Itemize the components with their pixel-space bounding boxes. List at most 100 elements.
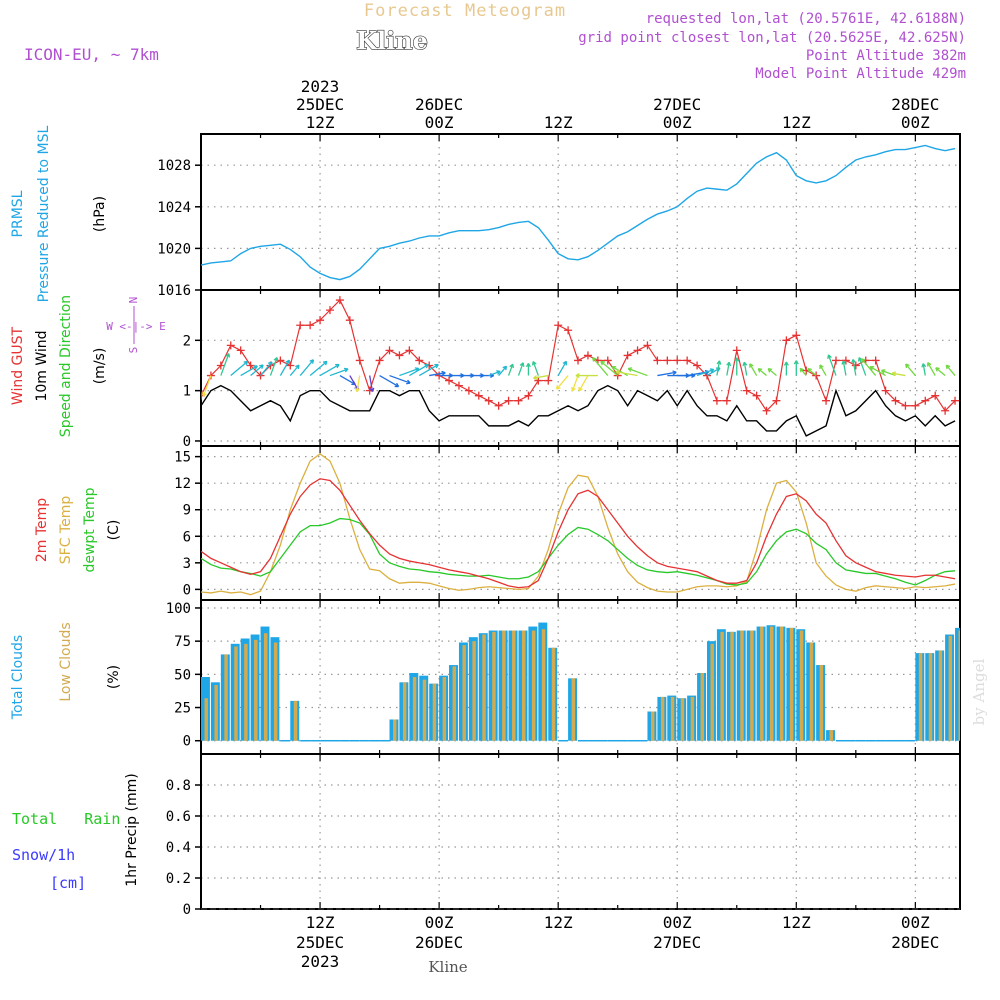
precip-labels: Total Rain Snow/1h [cm] 1hr Precip (mm)	[12, 773, 140, 892]
wind-arrow	[488, 370, 501, 377]
gust-marker	[851, 361, 860, 370]
wind-arrow	[269, 357, 279, 376]
wind-arrow	[355, 375, 361, 393]
y-tick-label: 100	[166, 601, 191, 617]
y-tick-label: 2	[183, 333, 191, 349]
top-axis-hour: 00Z	[425, 113, 454, 132]
wind-panel: 0 1 2	[183, 289, 961, 450]
low-cloud-bar	[531, 630, 536, 741]
y-tick-label: 0	[183, 734, 191, 750]
gust-marker	[663, 356, 672, 365]
gust-marker	[484, 396, 493, 405]
wind-arrow	[533, 374, 549, 381]
wind-arrow	[556, 375, 569, 390]
gust-marker	[296, 321, 305, 330]
snow-label: Snow/1h	[12, 846, 75, 864]
low-cloud-bar	[799, 630, 804, 741]
total-rain-label: Total Rain	[12, 810, 120, 828]
gust-marker	[683, 356, 692, 365]
gust-marker	[772, 396, 781, 405]
wind-arrow	[615, 369, 638, 377]
low-cloud-bar	[918, 653, 923, 741]
temp-2m-label: 2m Temp	[34, 498, 50, 562]
gust-marker	[871, 356, 880, 365]
low-cloud-bar	[700, 673, 705, 741]
gust-marker	[445, 376, 454, 385]
temp-dewpt-label: dewpt Temp	[82, 487, 98, 572]
wind-arrow	[841, 360, 847, 376]
gust-marker	[216, 361, 225, 370]
gust-marker	[792, 331, 801, 340]
wind-arrow	[742, 361, 748, 376]
top-axis-date: 25DEC	[296, 95, 344, 114]
wind-arrow	[202, 375, 212, 397]
model-label: ICON-EU, ~ 7km	[24, 45, 159, 64]
bottom-axis-date: 25DEC	[296, 933, 344, 952]
low-cloud-bar	[452, 666, 456, 741]
wind-arrow	[757, 367, 767, 377]
bottom-axis-hour: 00Z	[901, 913, 930, 932]
gust-marker	[335, 296, 344, 305]
gust-marker	[732, 346, 741, 355]
wind-arrow	[319, 363, 340, 377]
y-tick-label: 15	[174, 450, 191, 466]
product-title: Forecast Meteogram	[364, 1, 566, 21]
compass-west-east: W <-|-> E	[106, 320, 166, 333]
low-cloud-bar	[571, 678, 576, 741]
wind-arrow	[592, 357, 609, 376]
wind-arrow	[696, 368, 715, 377]
low-cloud-bar	[938, 650, 943, 741]
low-cloud-bar	[224, 654, 228, 741]
wind-arrow	[525, 363, 531, 376]
gust-marker	[524, 391, 533, 400]
wind-arrow	[921, 363, 927, 376]
low-cloud-bar	[204, 698, 208, 741]
bottom-axis-hour: 12Z	[306, 913, 335, 932]
bottom-axis-hour: 12Z	[544, 913, 573, 932]
low-cloud-bar	[492, 631, 496, 741]
gust-marker	[395, 351, 404, 360]
y-tick-label: 1	[183, 384, 191, 400]
wind-arrow	[240, 365, 258, 377]
wind-arrow	[734, 357, 740, 376]
gust-marker	[385, 346, 394, 355]
low-cloud-bar	[234, 646, 238, 741]
bottom-axis-date: 27DEC	[653, 933, 701, 952]
wind-arrow	[369, 375, 375, 393]
clouds-panel: 0 25 50 75 100	[166, 599, 961, 755]
y-tick-label: 75	[174, 634, 191, 650]
wind-arrow	[726, 361, 732, 376]
wind-arrow	[429, 370, 446, 377]
gust-marker	[891, 396, 900, 405]
precip-frame	[200, 753, 961, 910]
wind-arrow	[945, 364, 956, 376]
gust-marker	[474, 391, 483, 400]
gust-line	[201, 299, 956, 412]
wind-arrow	[767, 367, 777, 377]
low-cloud-bar	[422, 679, 427, 741]
total-cloud-bar	[955, 627, 960, 741]
pressure-label-2: Pressure Reduced to MSL	[36, 125, 52, 302]
wind-arrow	[799, 367, 807, 376]
compass-south: S	[127, 347, 140, 354]
low-cloud-bar	[730, 631, 734, 741]
temp-frame	[200, 445, 961, 601]
total-clouds-label: Total Clouds	[10, 635, 26, 720]
wind-arrow	[611, 365, 628, 377]
top-axis-year: 2023	[301, 77, 340, 96]
low-cloud-bar	[214, 684, 218, 741]
wind-arrow	[819, 364, 827, 376]
top-axis-date: 28DEC	[891, 95, 939, 114]
y-tick-label: 9	[183, 503, 191, 519]
wind-arrow	[260, 361, 273, 376]
wind-arrow	[793, 360, 799, 376]
y-tick-label: 0	[183, 434, 191, 450]
gust-marker	[345, 316, 354, 325]
gust-marker	[623, 351, 632, 360]
top-axis-hour: 12Z	[782, 113, 811, 132]
wind-arrow	[749, 363, 758, 376]
gust-marker	[554, 321, 563, 330]
wind-arrow	[220, 353, 231, 376]
wind-unit: (m/s)	[92, 348, 108, 385]
